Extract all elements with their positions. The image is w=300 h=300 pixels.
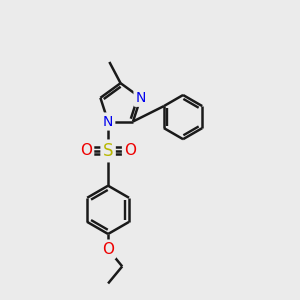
Text: N: N: [103, 115, 113, 128]
Text: O: O: [102, 242, 114, 257]
Text: S: S: [103, 142, 113, 160]
Text: O: O: [80, 143, 92, 158]
Text: N: N: [136, 91, 146, 105]
Text: O: O: [124, 143, 136, 158]
